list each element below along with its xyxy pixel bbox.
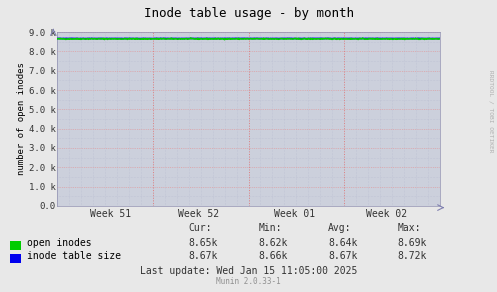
Text: 8.66k: 8.66k — [258, 251, 288, 261]
Text: Avg:: Avg: — [328, 223, 351, 233]
Text: 8.67k: 8.67k — [189, 251, 218, 261]
Y-axis label: number of open inodes: number of open inodes — [17, 62, 26, 175]
Text: Munin 2.0.33-1: Munin 2.0.33-1 — [216, 277, 281, 286]
Text: 8.72k: 8.72k — [398, 251, 427, 261]
Text: RRDTOOL / TOBI OETIKER: RRDTOOL / TOBI OETIKER — [488, 70, 493, 152]
Text: Inode table usage - by month: Inode table usage - by month — [144, 7, 353, 20]
Text: inode table size: inode table size — [27, 251, 121, 261]
Text: Last update: Wed Jan 15 11:05:00 2025: Last update: Wed Jan 15 11:05:00 2025 — [140, 266, 357, 276]
Text: Max:: Max: — [398, 223, 421, 233]
Text: 8.64k: 8.64k — [328, 238, 357, 248]
Text: 8.69k: 8.69k — [398, 238, 427, 248]
Text: Cur:: Cur: — [189, 223, 212, 233]
Text: 8.67k: 8.67k — [328, 251, 357, 261]
Text: Min:: Min: — [258, 223, 282, 233]
Text: 8.65k: 8.65k — [189, 238, 218, 248]
Text: open inodes: open inodes — [27, 238, 92, 248]
Text: 8.62k: 8.62k — [258, 238, 288, 248]
